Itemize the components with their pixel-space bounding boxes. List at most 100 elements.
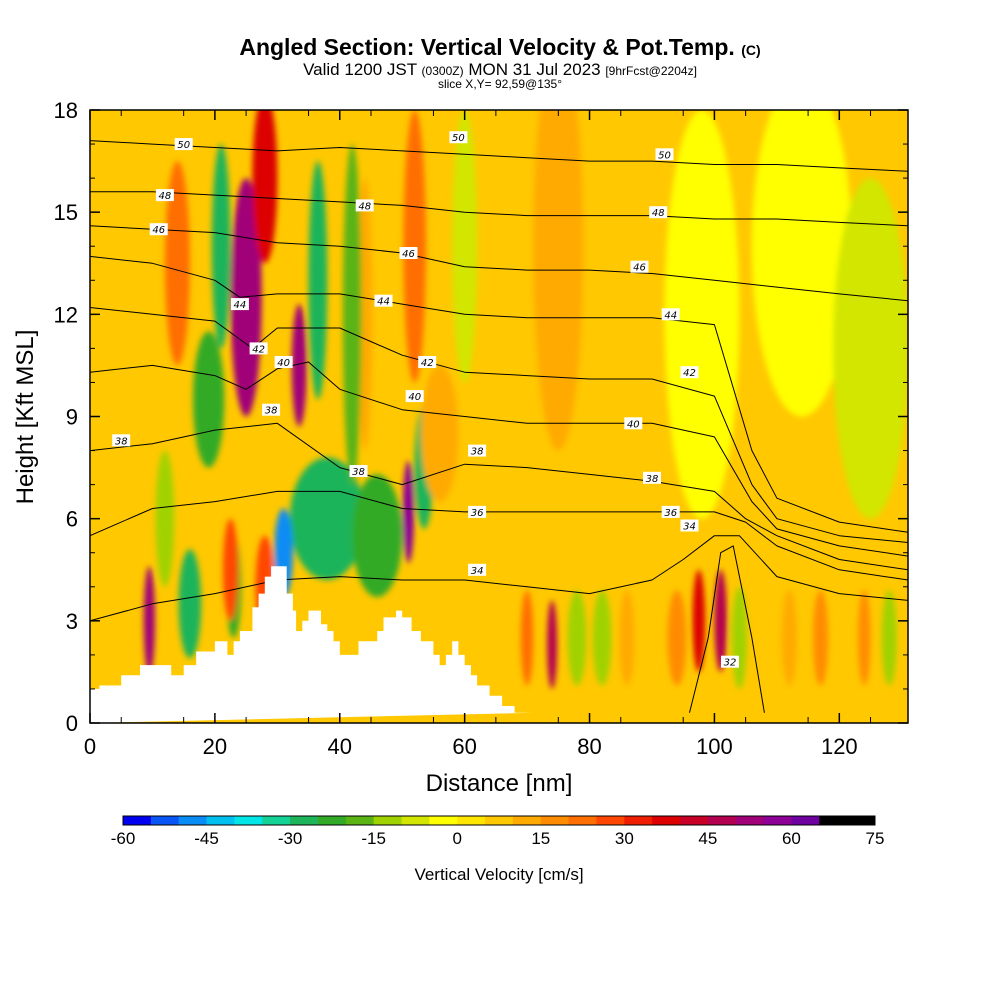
velocity-cell-7 [289, 457, 365, 580]
isentrope-label-text: 34 [683, 522, 696, 533]
isentrope-label-text: 38 [352, 467, 365, 478]
isentrope-42 [90, 307, 908, 543]
colorbar-tick-label: 30 [615, 829, 634, 848]
isentrope-label-34-0: 34 [468, 563, 487, 577]
y-tick-label: 18 [54, 98, 78, 123]
isentrope-label-42-2: 42 [680, 366, 699, 379]
isentrope-label-bg [449, 131, 468, 144]
copyright-mark: (C) [741, 42, 761, 58]
velocity-cell-33 [858, 590, 871, 686]
y-tick-label: 15 [54, 200, 78, 225]
y-tick-label: 0 [66, 711, 78, 736]
x-tick-label: 120 [821, 734, 858, 759]
isentrope-label-text: 50 [177, 140, 190, 151]
isentrope-label-text: 38 [115, 436, 128, 447]
velocity-cell-26 [619, 590, 635, 686]
colorbar-swatch [847, 816, 876, 825]
isentrope-label-36-1: 36 [661, 505, 680, 519]
isentrope-44 [90, 255, 908, 533]
velocity-cell-23 [520, 590, 534, 686]
isentrope-label-bg [468, 563, 487, 576]
isentrope-label-bg [230, 298, 249, 311]
velocity-cell-39 [833, 178, 908, 519]
slice-info: slice X,Y= 92,59@135° [437, 77, 563, 91]
isentrope-label-40-0: 40 [274, 356, 293, 369]
isentrope-label-50-2: 50 [655, 148, 674, 161]
isentrope-label-bg [468, 444, 487, 457]
colorbar-tick-label: 60 [782, 829, 801, 848]
isentrope-label-50-1: 50 [449, 131, 468, 144]
colorbar-swatch [401, 816, 430, 825]
y-tick-label: 12 [54, 302, 78, 327]
isentrope-label-46-1: 46 [399, 247, 418, 260]
velocity-cell-17 [155, 450, 175, 587]
colorbar-tick-label: -45 [194, 829, 219, 848]
isentrope-label-bg [399, 247, 418, 259]
isentrope-label-38-2: 38 [349, 465, 368, 478]
colorbar-swatch [540, 816, 570, 825]
velocity-cell-34 [881, 590, 897, 686]
x-tick-label: 0 [84, 734, 96, 759]
x-tick-label: 60 [452, 734, 476, 759]
isentrope-label-text: 48 [358, 201, 371, 212]
terrain-mask [90, 566, 534, 723]
isentrope-label-48-2: 48 [649, 206, 668, 219]
velocity-cell-20 [223, 518, 238, 621]
isentrope-label-42-0: 42 [249, 342, 268, 355]
isentrope-label-bg [624, 417, 643, 430]
colorbar-swatch [652, 816, 681, 825]
isentrope-label-38-3: 38 [468, 444, 487, 458]
isentrope-label-bg [661, 308, 680, 321]
velocity-cell-24 [567, 590, 587, 686]
colorbar-swatch [485, 816, 514, 825]
y-tick-label: 6 [66, 507, 78, 532]
x-tick-label: 20 [203, 734, 227, 759]
velocity-cell-22 [547, 600, 558, 689]
x-tick-label: 40 [328, 734, 352, 759]
isentrope-label-text: 36 [471, 508, 484, 519]
isentrope-label-40-2: 40 [624, 417, 643, 430]
isentrope-label-text: 42 [252, 344, 265, 355]
velocity-cell-13 [403, 110, 426, 383]
velocity-cell-11 [342, 144, 362, 485]
colorbar-swatch [457, 816, 486, 825]
isentrope-label-32-0: 32 [721, 655, 739, 669]
isentrope-label-46-0: 46 [149, 223, 168, 236]
x-tick-label: 80 [577, 734, 601, 759]
isentrope-label-text: 50 [658, 150, 671, 161]
isentrope-label-text: 32 [724, 658, 737, 669]
isentrope-34 [90, 535, 908, 622]
isentrope-label-50-0: 50 [174, 138, 193, 151]
velocity-cell-27 [667, 590, 687, 686]
colorbar-swatch [123, 816, 152, 825]
isentrope-label-bg [405, 390, 424, 403]
colorbar-swatch [262, 816, 291, 825]
isentrope-label-bg [349, 465, 368, 477]
isentrope-label-38-4: 38 [643, 471, 661, 485]
isentrope-label-text: 38 [265, 406, 278, 417]
isentrope-label-bg [721, 655, 739, 668]
velocity-cell-1 [252, 110, 278, 264]
colorbar-label: Vertical Velocity [cm/s] [414, 865, 583, 884]
colorbar-swatch [429, 816, 458, 825]
isentrope-label-text: 40 [408, 392, 421, 403]
isentrope-label-36-0: 36 [468, 505, 487, 519]
velocity-cell-10 [357, 178, 373, 451]
isentrope-label-bg [630, 260, 649, 273]
isentrope-label-bg [649, 206, 668, 219]
velocity-cell-28 [692, 569, 706, 672]
isentrope-label-bg [418, 356, 437, 368]
isentrope-label-bg [149, 223, 168, 236]
colorbar-swatch [345, 816, 375, 825]
velocity-cell-25 [592, 590, 612, 686]
colorbar-swatch [596, 816, 625, 825]
colorbar-frame [122, 815, 876, 826]
velocity-cell-3 [193, 331, 225, 468]
colorbar-swatch [178, 816, 207, 825]
isentrope-label-40-1: 40 [405, 390, 424, 403]
isentrope-label-bg [249, 342, 268, 355]
valid-time: Valid 1200 JST (0300Z) MON 31 Jul 2023 [… [303, 60, 697, 79]
colorbar-tick-label: 45 [698, 829, 717, 848]
isentrope-label-text: 46 [402, 249, 415, 260]
